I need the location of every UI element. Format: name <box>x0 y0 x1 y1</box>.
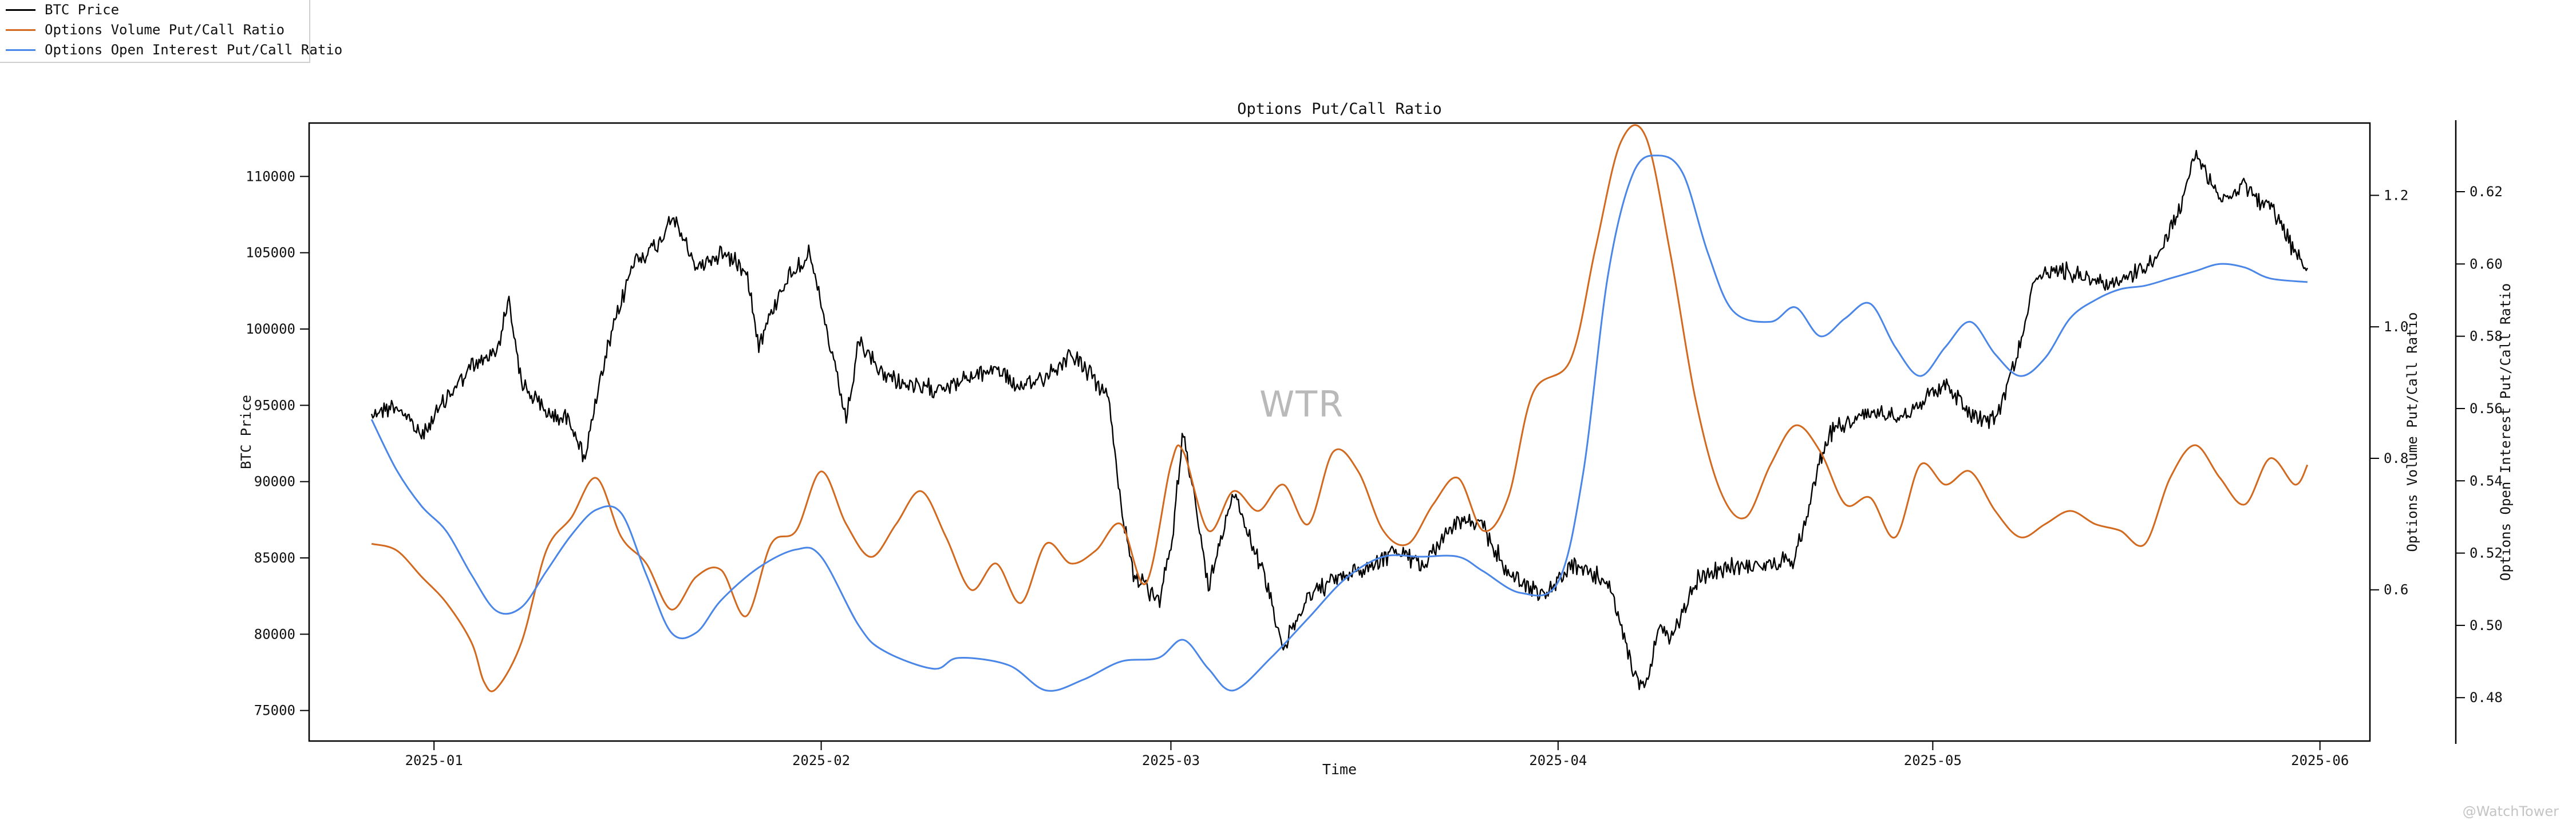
series-line-volume-ratio <box>371 124 2309 692</box>
y-right2-tick-label: 0.60 <box>2470 256 2503 272</box>
legend: BTC Price Options Volume Put/Call Ratio … <box>0 0 342 63</box>
y-left-axis-label: BTC Price <box>238 395 254 469</box>
y-right1-tick-label: 1.0 <box>2384 319 2408 335</box>
legend-swatch-volume <box>6 29 35 31</box>
x-tick-label: 2025-05 <box>1904 752 1962 768</box>
x-tick-label: 2025-03 <box>1142 752 1200 768</box>
y-left-tick-label: 100000 <box>246 321 295 337</box>
legend-label-btc: BTC Price <box>45 2 120 18</box>
y-left-tick-label: 85000 <box>254 550 295 566</box>
legend-label-oi: Options Open Interest Put/Call Ratio <box>45 42 343 58</box>
legend-item-oi-ratio: Options Open Interest Put/Call Ratio <box>6 40 342 60</box>
y-right2-tick-label: 0.54 <box>2470 473 2503 489</box>
series-line-btc-price <box>370 149 2308 691</box>
credit-text: @WatchTower <box>2462 803 2559 819</box>
plot-frame <box>308 122 2371 742</box>
y-left-tick-label: 105000 <box>246 245 295 261</box>
y-left-tick-label: 80000 <box>254 626 295 642</box>
legend-swatch-oi <box>6 49 35 51</box>
y-right2-tick-label: 0.52 <box>2470 545 2503 561</box>
y-right2-tick-label: 0.48 <box>2470 690 2503 706</box>
x-tick-label: 2025-06 <box>2291 752 2349 768</box>
legend-item-volume-ratio: Options Volume Put/Call Ratio <box>6 20 285 39</box>
y-left-tick-label: 90000 <box>254 474 295 490</box>
series-line-oi-ratio <box>370 154 2308 692</box>
y-right2-tick-label: 0.50 <box>2470 617 2503 633</box>
y-right1-tick-label: 0.6 <box>2384 582 2408 598</box>
legend-swatch-btc <box>6 9 35 11</box>
y-right2-tick-label: 0.58 <box>2470 328 2503 344</box>
series-layer <box>370 124 2309 692</box>
legend-label-volume: Options Volume Put/Call Ratio <box>45 22 285 38</box>
y-right2-tick-label: 0.62 <box>2470 184 2503 200</box>
y-left-tick-label: 95000 <box>254 397 295 413</box>
x-axis-label: Time <box>1322 761 1357 778</box>
y-left-tick-label: 75000 <box>254 703 295 719</box>
axes-layer: Options Put/Call Ratio 2025-01 2025-02 2025… <box>238 100 2514 778</box>
chart-title: Options Put/Call Ratio <box>1237 100 1442 118</box>
watermark: WTR <box>1259 383 1345 425</box>
y-right1-tick-label: 1.2 <box>2384 187 2408 203</box>
y-right2-tick-label: 0.56 <box>2470 401 2503 417</box>
y-left-tick-label: 110000 <box>246 168 295 184</box>
y-right1-tick-label: 0.8 <box>2384 450 2408 466</box>
x-tick-label: 2025-02 <box>792 752 850 768</box>
x-tick-label: 2025-01 <box>405 752 463 768</box>
y-right1-axis-label: Options Volume Put/Call Ratio <box>2404 312 2420 552</box>
y-right2-axis-label: Options Open Interest Put/Call Ratio <box>2498 283 2514 581</box>
legend-item-btc-price: BTC Price <box>6 0 119 19</box>
x-tick-label: 2025-04 <box>1529 752 1587 768</box>
